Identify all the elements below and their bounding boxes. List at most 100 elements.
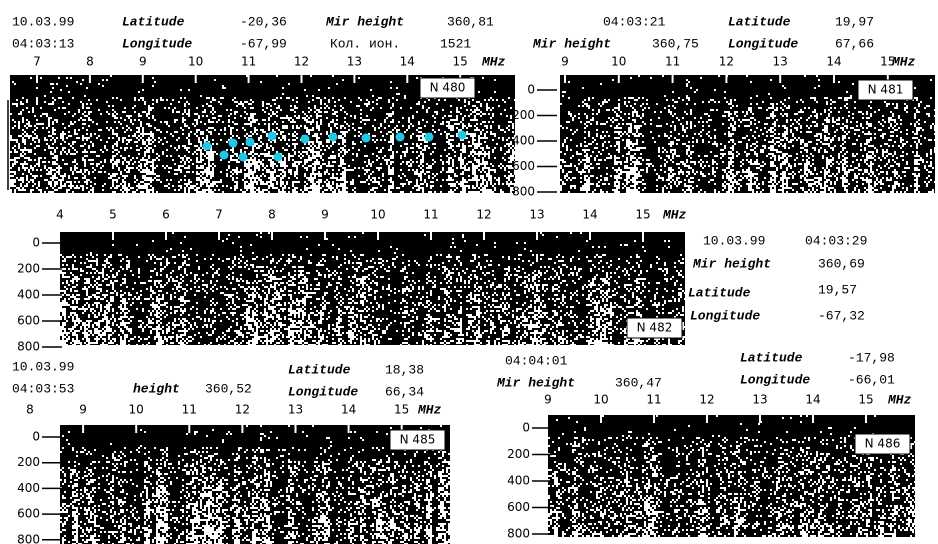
header-text: Кол. ион. [330, 36, 400, 51]
trace-point [361, 133, 371, 143]
labels: 10.03.99 Latitude -20,36 Mir height 360,8104… [12, 14, 916, 544]
header-text: 04:04:01 [505, 353, 568, 368]
frequency-label: 12 [294, 55, 309, 69]
frequency-label: 8 [86, 55, 94, 69]
height-label: 0 [32, 430, 40, 444]
header-text: 10.03.99 [703, 233, 765, 248]
ionogram-number: N 485 [400, 433, 436, 447]
header-text: 67,66 [835, 36, 874, 51]
frequency-label: 11 [646, 393, 661, 407]
frequency-label: 14 [826, 55, 841, 69]
header-text: height [133, 381, 180, 396]
header-text: 360,75 [652, 36, 699, 51]
ionogram-number: N 481 [868, 83, 904, 97]
ionogram-number: N 482 [637, 321, 673, 335]
header-text: Latitude [728, 14, 791, 29]
frequency-label: 14 [582, 208, 597, 222]
header-text: Latitude [288, 362, 351, 377]
label-box [854, 433, 911, 455]
trace-point [238, 152, 248, 162]
height-label: 800 [507, 527, 530, 541]
header-text: Mir height [325, 14, 404, 29]
trace-point [424, 132, 434, 142]
frequency-label: 11 [182, 403, 197, 417]
ionogram-number: N 480 [430, 81, 466, 95]
height-label: 200 [507, 447, 530, 461]
frequency-label: 13 [347, 55, 362, 69]
label-box [389, 429, 446, 451]
frequency-label: 14 [341, 403, 356, 417]
height-label: 400 [17, 288, 40, 302]
height-label: 600 [512, 159, 535, 173]
ionograms [10, 75, 936, 544]
header-text: Latitude [122, 14, 185, 29]
frequency-label: 10 [593, 393, 608, 407]
header-text: Longitude [122, 36, 192, 51]
frequency-label: 10 [370, 208, 385, 222]
header-text: 19,97 [835, 14, 874, 29]
frequency-label: 6 [162, 208, 170, 222]
height-label: 200 [17, 455, 40, 469]
frequency-label: 8 [268, 208, 276, 222]
header-text: Longitude [740, 372, 810, 387]
header-text: 10.03.99 [12, 14, 74, 29]
header-text: -17,98 [848, 350, 895, 365]
frequency-label: 10 [188, 55, 203, 69]
header-text: Longitude [690, 308, 760, 323]
frequency-label: 11 [665, 55, 680, 69]
trace-point [395, 132, 405, 142]
header-text: -66,01 [848, 372, 895, 387]
height-label: 800 [17, 532, 40, 544]
frequency-label: 13 [288, 403, 303, 417]
header-text: 19,57 [818, 282, 857, 297]
frequency-label: 14 [400, 55, 415, 69]
frequency-label: 15 [858, 393, 873, 407]
frequency-label: 12 [476, 208, 491, 222]
header-text: Mir height [496, 375, 575, 390]
header-text: 18,38 [385, 362, 424, 377]
frequency-label: 12 [699, 393, 714, 407]
header-text: Longitude [728, 36, 798, 51]
label-box [626, 317, 683, 339]
header-text: 1521 [440, 36, 471, 51]
frequency-label: 15 [880, 55, 895, 69]
height-label: 0 [32, 236, 40, 250]
frequency-label: 11 [241, 55, 256, 69]
frequency-label: 13 [752, 393, 767, 407]
frequency-label: 13 [773, 55, 788, 69]
height-label: 600 [507, 500, 530, 514]
frequency-label: 12 [719, 55, 734, 69]
header-text: 10.03.99 [12, 359, 74, 374]
trace-point [228, 138, 238, 148]
trace-point [328, 132, 338, 142]
header-text: -67,32 [818, 308, 865, 323]
frequency-label: 15 [453, 55, 468, 69]
trace-point [245, 137, 255, 147]
label-box [419, 77, 476, 99]
frequency-label: 7 [215, 208, 223, 222]
trace-point [457, 130, 467, 140]
height-label: 0 [527, 83, 535, 97]
trace-points [202, 130, 467, 162]
height-label: 0 [522, 421, 530, 435]
ionogram-echoes [60, 425, 450, 544]
frequency-label: 9 [321, 208, 329, 222]
trace-point [219, 150, 229, 160]
frequency-label: 10 [611, 55, 626, 69]
header-text: -67,99 [240, 36, 287, 51]
header-text: Latitude [688, 285, 751, 300]
frequency-label: 15 [394, 403, 409, 417]
header-text: 66,34 [385, 384, 424, 399]
height-label: 400 [17, 481, 40, 495]
ionogram-echoes [548, 415, 916, 537]
height-label: 600 [17, 507, 40, 521]
label-box [857, 79, 914, 101]
frequency-label: 7 [33, 55, 41, 69]
frequency-label: 14 [805, 393, 820, 407]
height-label: 200 [512, 108, 535, 122]
frequency-label: 8 [26, 403, 34, 417]
height-label: 800 [512, 185, 535, 199]
frequency-unit: MHz [887, 392, 912, 407]
trace-point [273, 152, 283, 162]
ionogram-echoes [10, 75, 516, 193]
